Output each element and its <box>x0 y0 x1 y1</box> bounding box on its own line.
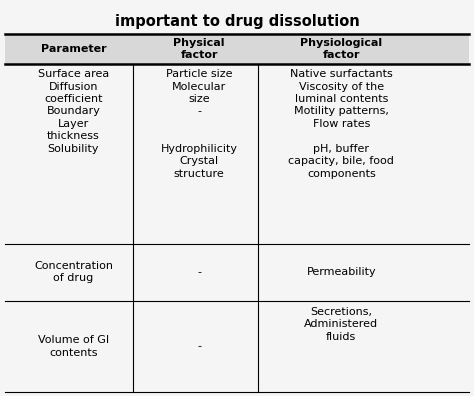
Text: Native surfactants
Viscosity of the
luminal contents
Motility patterns,
Flow rat: Native surfactants Viscosity of the lumi… <box>288 69 394 179</box>
Text: Parameter: Parameter <box>41 44 106 54</box>
Bar <box>5 34 469 64</box>
Text: Permeability: Permeability <box>307 267 376 277</box>
Text: Surface area
Diffusion
coefficient
Boundary
Layer
thickness
Solubility: Surface area Diffusion coefficient Bound… <box>38 69 109 154</box>
Text: -: - <box>197 341 201 352</box>
Text: Physiological
factor: Physiological factor <box>300 38 383 59</box>
Text: Volume of GI
contents: Volume of GI contents <box>38 335 109 358</box>
Text: Physical
factor: Physical factor <box>173 38 225 59</box>
Text: -: - <box>197 267 201 277</box>
Text: Particle size
Molecular
size
-


Hydrophilicity
Crystal
structure: Particle size Molecular size - Hydrophil… <box>161 69 237 179</box>
Text: Concentration
of drug: Concentration of drug <box>34 261 113 284</box>
Text: Secretions,
Administered
fluids: Secretions, Administered fluids <box>304 307 378 342</box>
Text: important to drug dissolution: important to drug dissolution <box>115 14 359 29</box>
